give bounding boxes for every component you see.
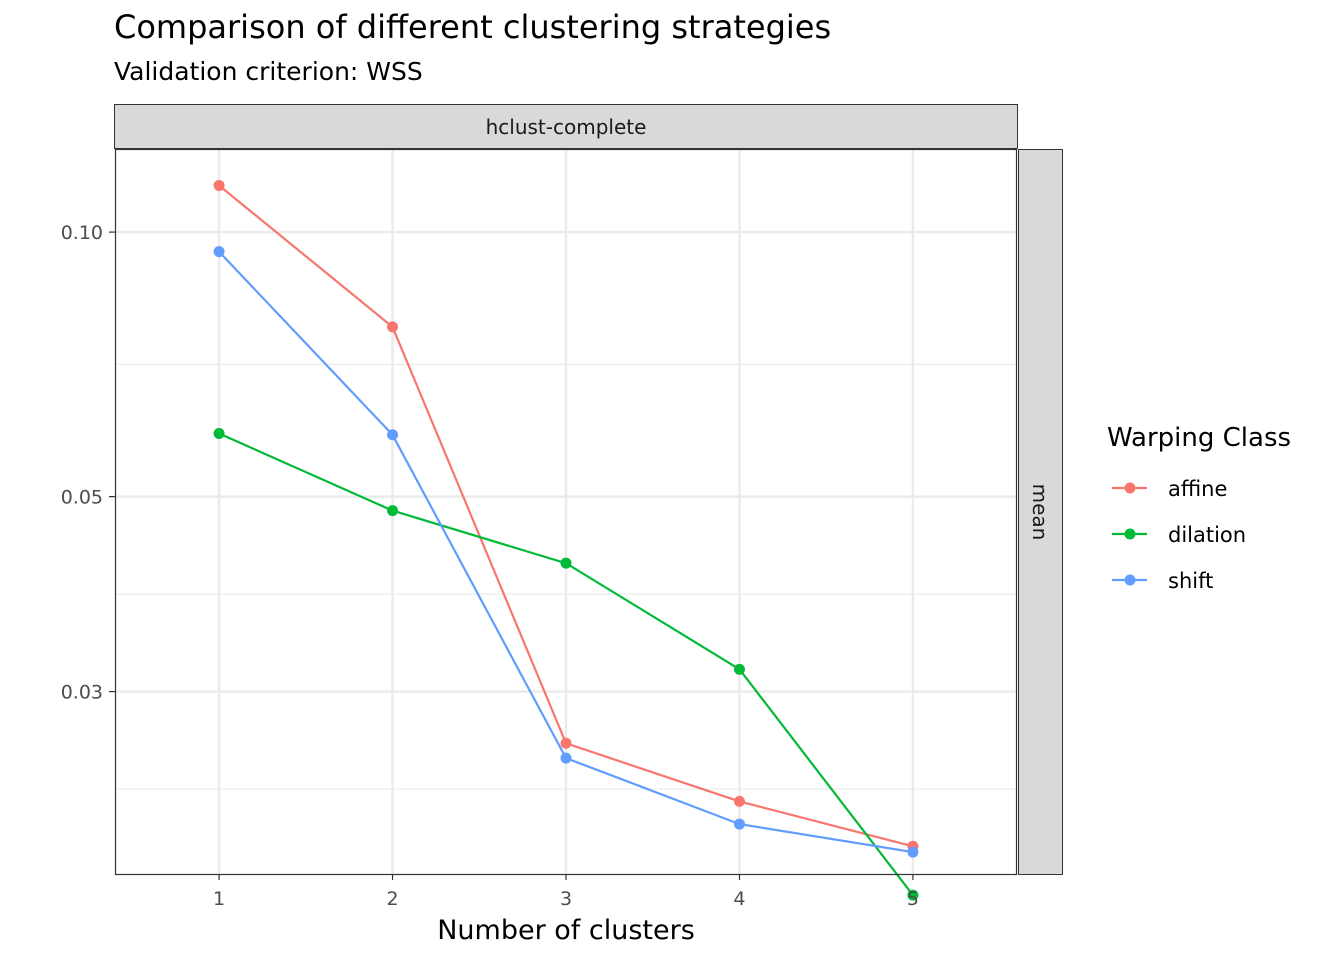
data-point-affine bbox=[560, 737, 572, 749]
series-layer bbox=[213, 179, 919, 901]
data-point-affine bbox=[213, 179, 225, 191]
data-point-dilation bbox=[907, 889, 919, 901]
legend-key-point-shift bbox=[1124, 574, 1136, 586]
data-point-shift bbox=[907, 846, 919, 858]
facet-column-strip bbox=[114, 104, 1018, 149]
x-tick-label: 4 bbox=[733, 888, 745, 910]
data-point-shift bbox=[387, 429, 399, 441]
legend-title: Warping Class bbox=[1107, 423, 1291, 453]
legend-label-shift: shift bbox=[1168, 569, 1213, 593]
data-point-affine bbox=[733, 795, 745, 807]
facet-row-strip bbox=[1018, 149, 1063, 875]
legend-label-dilation: dilation bbox=[1168, 523, 1246, 547]
chart-subtitle: Validation criterion: WSS bbox=[114, 57, 423, 86]
facet-row-label: mean bbox=[1028, 484, 1052, 541]
data-point-dilation bbox=[213, 427, 225, 439]
legend: Warping Class affine dilation shift bbox=[1107, 423, 1291, 593]
y-tick-label: 0.05 bbox=[61, 487, 103, 509]
data-point-dilation bbox=[387, 505, 399, 517]
axes: 0.03 0.05 0.10 1 2 3 4 5 bbox=[61, 148, 1018, 910]
data-point-shift bbox=[733, 818, 745, 830]
data-point-affine bbox=[387, 321, 399, 333]
data-point-shift bbox=[560, 752, 572, 764]
facet-strips: hclust-complete mean bbox=[114, 104, 1063, 875]
x-tick-label: 5 bbox=[907, 888, 919, 910]
y-tick-label: 0.03 bbox=[61, 682, 103, 704]
y-tick-label: 0.10 bbox=[61, 222, 103, 244]
x-tick-label: 3 bbox=[560, 888, 572, 910]
legend-key-point-affine bbox=[1124, 482, 1136, 494]
legend-key-point-dilation bbox=[1124, 528, 1136, 540]
legend-label-affine: affine bbox=[1168, 477, 1227, 501]
chart-title: Comparison of different clustering strat… bbox=[114, 8, 832, 46]
x-tick-label: 2 bbox=[386, 888, 398, 910]
data-point-dilation bbox=[733, 663, 745, 675]
data-point-dilation bbox=[560, 557, 572, 569]
x-axis-title: Number of clusters bbox=[437, 915, 695, 946]
facet-column-label: hclust-complete bbox=[486, 115, 647, 139]
data-point-shift bbox=[213, 246, 225, 258]
x-tick-label: 1 bbox=[213, 888, 225, 910]
